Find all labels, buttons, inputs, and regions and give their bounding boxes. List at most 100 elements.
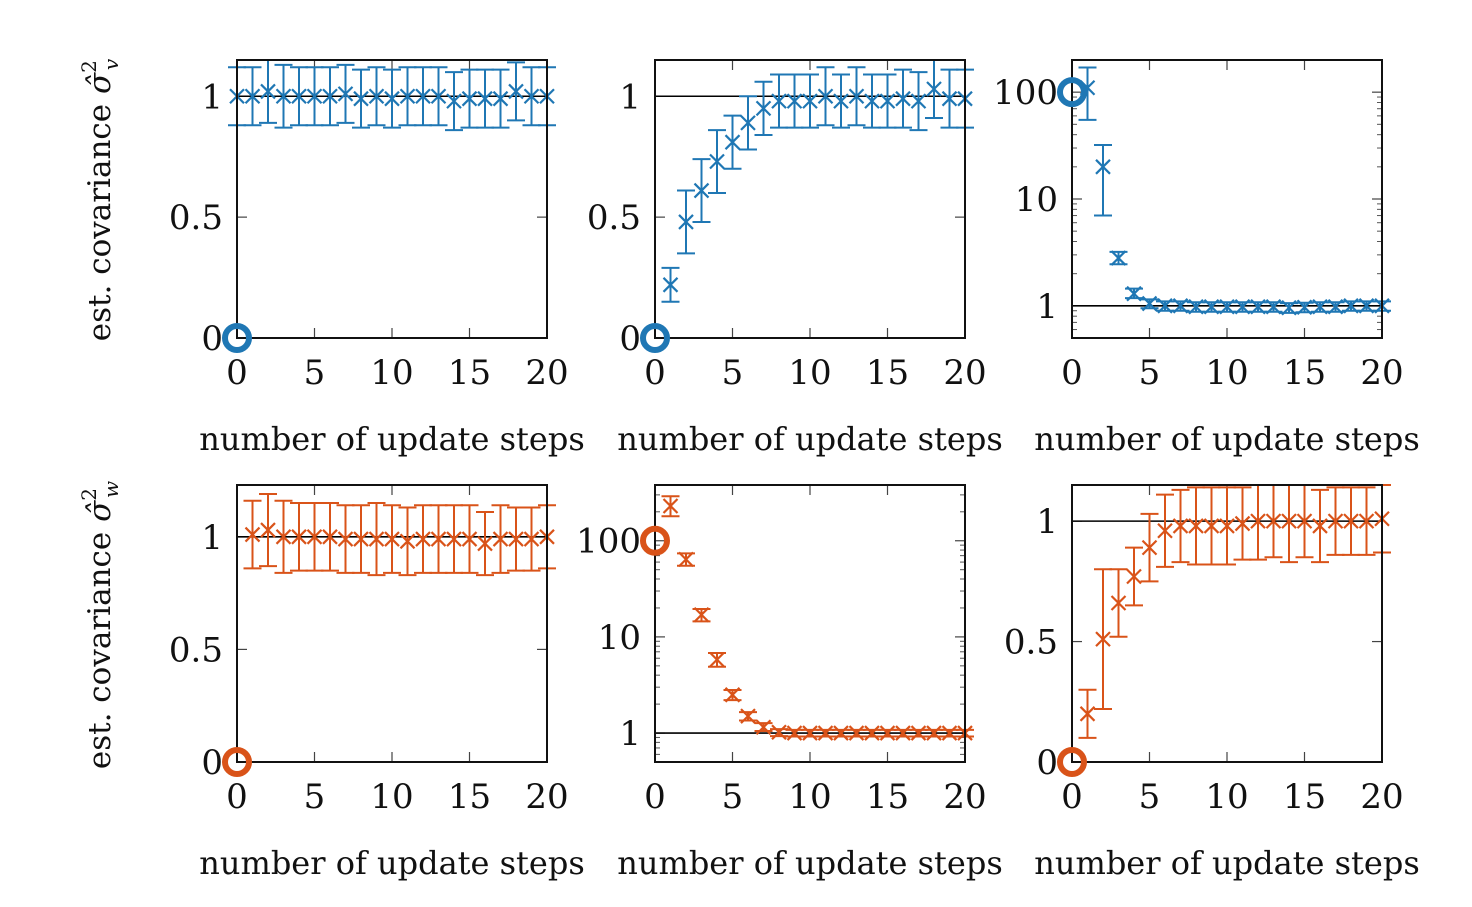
initial-point — [222, 747, 252, 777]
x-tick-label: 20 — [525, 777, 568, 817]
data-point — [802, 725, 818, 741]
data-point — [1265, 298, 1282, 315]
data-point — [864, 725, 880, 741]
data-point — [244, 526, 261, 543]
data-point — [1110, 595, 1127, 611]
error-bar — [1280, 485, 1298, 564]
data-point — [1219, 298, 1235, 315]
x-tick-label: 5 — [304, 777, 326, 817]
x-tick-label: 0 — [1061, 353, 1083, 393]
data-point — [1312, 298, 1328, 315]
x-tick-label: 20 — [525, 353, 568, 393]
data-point — [740, 115, 756, 131]
data-point — [399, 88, 416, 105]
data-point — [1110, 250, 1127, 266]
data-point — [879, 725, 896, 741]
error-bar — [1078, 66, 1097, 121]
data-point — [926, 81, 942, 97]
x-tick-label: 0 — [644, 777, 666, 817]
data-point — [1343, 513, 1359, 529]
x-tick-label: 5 — [304, 353, 326, 393]
data-point — [1141, 539, 1158, 556]
y-tick-label: 1 — [619, 77, 641, 117]
y-tick-label: 0 — [201, 319, 223, 359]
y-tick-label: 100 — [993, 73, 1058, 113]
data-point — [1312, 518, 1328, 534]
data-point — [1250, 298, 1266, 315]
data-point — [1250, 513, 1266, 529]
row-label-bottom-text: est. covariance — [82, 522, 118, 769]
data-point — [817, 88, 834, 105]
x-tick-label: 15 — [866, 777, 909, 817]
x-tick-label: 5 — [1139, 777, 1161, 817]
data-point — [291, 529, 307, 545]
data-point — [337, 86, 354, 102]
axes-frame — [654, 59, 966, 339]
data-point — [1157, 522, 1173, 539]
axes-frame — [1071, 59, 1383, 339]
y-tick-label: 0 — [1036, 743, 1058, 783]
x-tick-label: 20 — [1360, 353, 1403, 393]
data-point — [384, 90, 400, 107]
data-point — [306, 529, 323, 545]
data-point — [415, 531, 431, 547]
y-tick-label: 1 — [619, 714, 641, 754]
error-bar — [1094, 144, 1112, 217]
y-tick-label: 1 — [201, 518, 223, 558]
x-tick-label: 10 — [1205, 777, 1248, 817]
data-point — [771, 93, 787, 109]
data-point — [1234, 298, 1251, 315]
data-point — [1203, 298, 1220, 315]
x-tick-label: 10 — [788, 353, 831, 393]
data-point — [1203, 518, 1220, 534]
data-point — [1095, 159, 1111, 175]
x-axis-label: number of update steps — [617, 844, 1002, 882]
data-point — [879, 93, 896, 109]
data-point — [864, 93, 880, 109]
x-tick-label: 15 — [1283, 777, 1326, 817]
row-label-top-text: est. covariance — [82, 94, 118, 341]
data-point — [260, 83, 276, 100]
data-point — [926, 725, 942, 741]
data-point — [910, 93, 927, 109]
x-tick-label: 20 — [943, 777, 986, 817]
data-point — [353, 90, 369, 107]
data-point — [1126, 285, 1142, 302]
data-point — [1141, 295, 1158, 312]
data-point — [260, 522, 276, 538]
y-tick-label: 0 — [201, 743, 223, 783]
data-point — [1358, 513, 1375, 529]
data-point — [492, 531, 509, 547]
x-axis-label: number of update steps — [617, 420, 1002, 458]
x-axis-label: number of update steps — [1034, 844, 1419, 882]
y-tick-label: 10 — [598, 618, 641, 658]
x-tick-label: 10 — [370, 353, 413, 393]
data-point — [368, 88, 385, 105]
data-point — [724, 134, 741, 150]
x-tick-label: 10 — [788, 777, 831, 817]
data-point — [941, 725, 958, 741]
axes-frame — [1071, 484, 1383, 763]
y-tick-label: 0.5 — [169, 630, 223, 670]
data-point — [848, 725, 865, 741]
y-tick-label: 0.5 — [587, 198, 641, 238]
data-point — [1281, 299, 1297, 316]
data-point — [430, 531, 447, 547]
x-tick-label: 15 — [866, 353, 909, 393]
data-point — [678, 214, 694, 230]
x-tick-label: 15 — [448, 353, 491, 393]
data-point — [523, 531, 540, 547]
panel-1-1: 1 10 100 0 5 10 15 20 number of update steps — [576, 484, 1003, 882]
data-point — [508, 83, 524, 100]
initial-point — [640, 525, 670, 556]
data-point — [724, 687, 741, 703]
data-point — [1281, 513, 1297, 529]
data-point — [786, 725, 803, 741]
data-point — [802, 93, 818, 109]
y-tick-label: 0.5 — [1004, 623, 1058, 663]
data-point — [1358, 298, 1375, 314]
data-point — [833, 93, 849, 109]
